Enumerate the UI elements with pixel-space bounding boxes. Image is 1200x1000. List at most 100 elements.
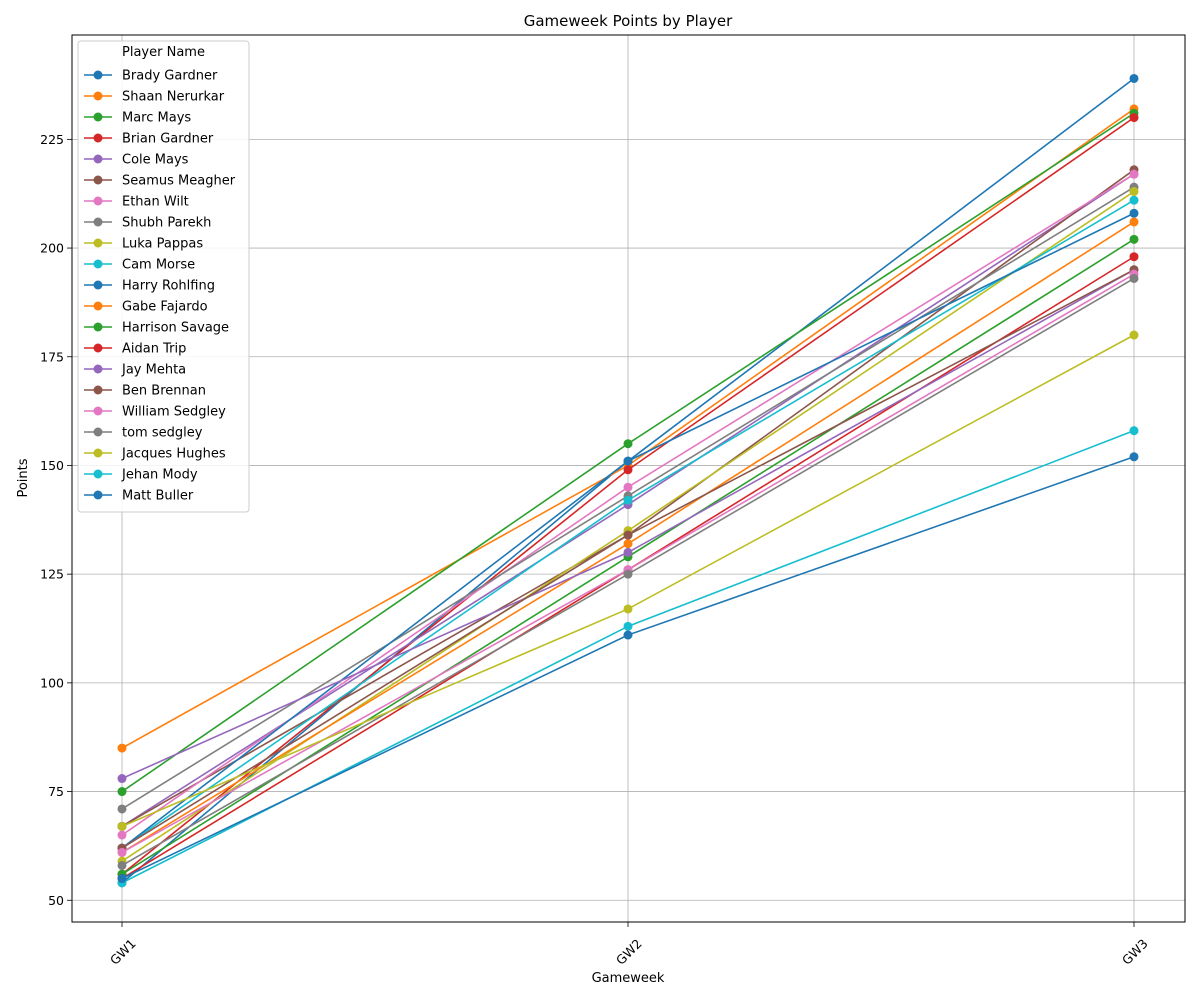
y-tick-label: 225	[40, 132, 64, 147]
legend-label: Jay Mehta	[121, 363, 186, 378]
legend-swatch-marker	[93, 343, 103, 353]
legend-label: Luka Pappas	[122, 237, 203, 252]
y-tick-label: 200	[40, 241, 64, 256]
data-point	[117, 874, 127, 884]
legend-swatch-marker	[93, 196, 103, 206]
legend-label: Jehan Mody	[121, 468, 198, 483]
legend-item: Harrison Savage	[84, 321, 229, 336]
legend-swatch-marker	[93, 70, 103, 80]
legend-swatch-marker	[93, 364, 103, 374]
y-tick-label: 100	[40, 675, 64, 690]
data-point	[117, 847, 127, 857]
legend-item: Cole Mays	[84, 153, 189, 168]
data-point	[1129, 187, 1139, 197]
legend-swatch-marker	[93, 154, 103, 164]
data-point	[1129, 452, 1139, 462]
data-point	[1129, 273, 1139, 283]
data-point	[117, 743, 127, 753]
data-point	[623, 482, 633, 492]
legend-box	[77, 40, 250, 513]
legend-label: Jacques Hughes	[121, 447, 226, 462]
legend-swatch-marker	[93, 469, 103, 479]
y-axis: 50 75 100 125 150 175 200 225	[40, 132, 72, 908]
data-point	[623, 569, 633, 579]
data-point	[1129, 208, 1139, 218]
legend-item: Jacques Hughes	[84, 447, 226, 462]
legend-swatch-marker	[93, 301, 103, 311]
legend-item: Jehan Mody	[84, 468, 198, 483]
legend-swatch-marker	[93, 175, 103, 185]
legend-item: Brady Gardner	[84, 69, 218, 84]
legend-label: Harrison Savage	[122, 321, 229, 336]
legend-item: William Sedgley	[84, 405, 226, 420]
data-point	[623, 439, 633, 449]
legend-item: Matt Buller	[84, 489, 194, 504]
legend-swatch-marker	[93, 259, 103, 269]
series	[117, 330, 1139, 831]
legend-item: Ben Brennan	[84, 384, 206, 399]
plot-frame	[71, 34, 1186, 923]
legend-item: Harry Rohlfing	[84, 279, 215, 294]
legend-label: Ethan Wilt	[122, 195, 189, 210]
data-point	[1129, 73, 1139, 83]
data-point	[117, 860, 127, 870]
legend-label: Brady Gardner	[122, 69, 218, 84]
x-axis-label: Gameweek	[592, 971, 665, 986]
legend-swatch-marker	[93, 112, 103, 122]
chart-title: Gameweek Points by Player	[524, 12, 733, 30]
data-point	[117, 830, 127, 840]
legend-swatch-marker	[93, 427, 103, 437]
legend-item: Jay Mehta	[84, 363, 186, 378]
series	[117, 208, 1139, 853]
legend-item: Marc Mays	[84, 111, 191, 126]
legend-swatch-marker	[93, 238, 103, 248]
data-point	[623, 604, 633, 614]
data-point	[117, 821, 127, 831]
data-point	[1129, 234, 1139, 244]
data-point	[623, 495, 633, 505]
legend-label: Harry Rohlfing	[122, 279, 215, 294]
data-point	[623, 630, 633, 640]
data-point	[1129, 252, 1139, 262]
legend-swatch-marker	[93, 322, 103, 332]
data-point	[117, 804, 127, 814]
legend-title: Player Name	[122, 45, 205, 60]
legend-item: tom sedgley	[84, 426, 203, 441]
y-axis-label: Points	[16, 458, 31, 497]
legend-item: Aidan Trip	[84, 342, 186, 357]
data-point	[1129, 217, 1139, 227]
legend-label: Shubh Parekh	[122, 216, 211, 231]
data-point	[117, 774, 127, 784]
legend-label: Cam Morse	[122, 258, 195, 273]
legend-item: Brian Gardner	[84, 132, 214, 147]
legend-swatch-marker	[93, 406, 103, 416]
data-point	[1129, 330, 1139, 340]
legend-item: Shaan Nerurkar	[84, 90, 225, 105]
legend-label: Brian Gardner	[122, 132, 214, 147]
y-tick-label: 175	[40, 349, 64, 364]
legend-label: Shaan Nerurkar	[122, 90, 225, 105]
legend: Player Name Brady Gardner Shaan Nerurkar Ma…	[77, 40, 250, 513]
legend-label: Matt Buller	[122, 489, 194, 504]
legend-swatch-marker	[93, 490, 103, 500]
series	[117, 452, 1139, 884]
data-point	[117, 787, 127, 797]
data-point	[623, 539, 633, 549]
legend-label: Gabe Fajardo	[122, 300, 208, 315]
legend-label: tom sedgley	[122, 426, 203, 441]
legend-item: Seamus Meagher	[84, 174, 236, 189]
y-tick-label: 150	[40, 458, 64, 473]
legend-item: Ethan Wilt	[84, 195, 189, 210]
y-tick-label: 125	[40, 567, 64, 582]
data-point	[623, 456, 633, 466]
series-layer	[117, 73, 1139, 888]
legend-swatch-marker	[93, 217, 103, 227]
data-point	[623, 530, 633, 540]
legend-swatch-marker	[93, 448, 103, 458]
data-point	[1129, 426, 1139, 436]
legend-swatch-marker	[93, 385, 103, 395]
data-point	[1129, 113, 1139, 123]
series	[117, 273, 1139, 870]
data-point	[623, 621, 633, 631]
